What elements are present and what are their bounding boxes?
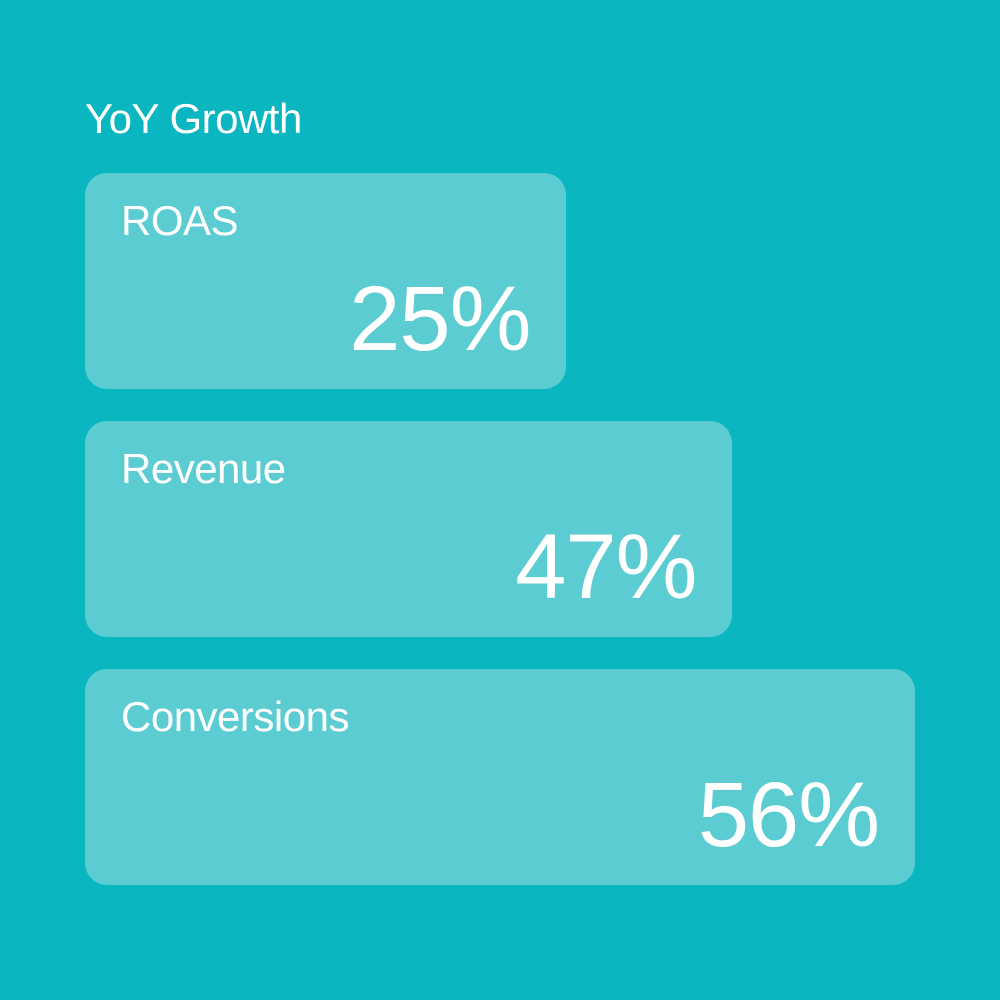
bar-roas: ROAS 25% (85, 173, 566, 389)
chart-container: YoY Growth ROAS 25% Revenue 47% Conversi… (0, 0, 1000, 1000)
bars-group: ROAS 25% Revenue 47% Conversions 56% (85, 173, 915, 885)
bar-label: ROAS (121, 197, 530, 245)
bar-label: Conversions (121, 693, 879, 741)
bar-value: 56% (121, 769, 879, 861)
bar-value: 25% (121, 273, 530, 365)
chart-title: YoY Growth (85, 95, 915, 143)
bar-value: 47% (121, 521, 696, 613)
bar-revenue: Revenue 47% (85, 421, 732, 637)
bar-conversions: Conversions 56% (85, 669, 915, 885)
bar-label: Revenue (121, 445, 696, 493)
